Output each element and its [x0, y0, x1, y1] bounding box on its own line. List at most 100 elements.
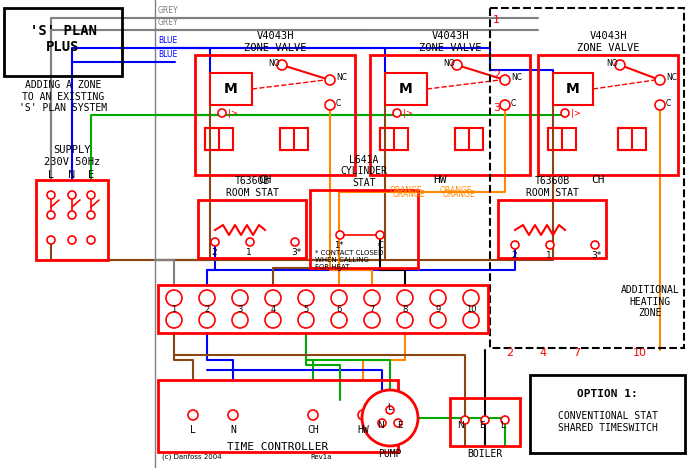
Text: NC: NC	[511, 73, 522, 82]
Text: CH: CH	[591, 175, 604, 185]
Text: 7: 7	[573, 348, 580, 358]
Text: ADDING A ZONE
TO AN EXISTING
'S' PLAN SYSTEM: ADDING A ZONE TO AN EXISTING 'S' PLAN SY…	[19, 80, 107, 113]
Text: 7: 7	[369, 305, 375, 314]
Text: CH: CH	[307, 425, 319, 435]
Text: CH: CH	[258, 175, 272, 185]
Bar	[380, 128, 394, 150]
Text: (c) Danfoss 2004: (c) Danfoss 2004	[162, 453, 221, 460]
Bar	[158, 380, 398, 452]
Circle shape	[615, 60, 625, 70]
Circle shape	[308, 410, 318, 420]
Bar	[370, 55, 530, 175]
Circle shape	[47, 191, 55, 199]
Text: BLUE: BLUE	[158, 50, 177, 59]
Text: M: M	[224, 82, 238, 96]
Text: GREY: GREY	[158, 18, 179, 27]
Circle shape	[232, 290, 248, 306]
Bar	[385, 73, 427, 105]
Text: 2: 2	[511, 251, 517, 260]
Text: M: M	[566, 82, 580, 96]
Text: 4: 4	[270, 305, 275, 314]
Text: 9: 9	[435, 305, 441, 314]
Text: 'S' PLAN
PLUS: 'S' PLAN PLUS	[30, 24, 97, 54]
Text: HW: HW	[357, 425, 369, 435]
Bar	[538, 55, 678, 175]
Text: N: N	[68, 170, 76, 180]
Circle shape	[364, 290, 380, 306]
Circle shape	[336, 231, 344, 239]
Text: NO: NO	[268, 58, 279, 67]
Text: * CONTACT CLOSED
WHEN CALLING
FOR HEAT: * CONTACT CLOSED WHEN CALLING FOR HEAT	[315, 250, 384, 270]
Bar	[455, 128, 469, 150]
Circle shape	[591, 241, 599, 249]
Text: 3: 3	[493, 103, 500, 113]
Text: |>: |>	[571, 109, 581, 117]
Circle shape	[546, 241, 554, 249]
Circle shape	[298, 290, 314, 306]
Circle shape	[463, 290, 479, 306]
Circle shape	[655, 100, 665, 110]
Circle shape	[265, 312, 281, 328]
Text: 1: 1	[246, 248, 252, 257]
Text: 2: 2	[211, 248, 217, 257]
Circle shape	[68, 211, 76, 219]
Circle shape	[358, 410, 368, 420]
Circle shape	[218, 109, 226, 117]
Text: N: N	[377, 422, 384, 431]
Circle shape	[199, 290, 215, 306]
Bar	[553, 73, 593, 105]
Text: 2: 2	[204, 305, 210, 314]
Text: V4043H
ZONE VALVE: V4043H ZONE VALVE	[419, 31, 481, 53]
Bar	[4, 8, 122, 76]
Text: 3*: 3*	[591, 251, 601, 260]
Text: V4043H
ZONE VALVE: V4043H ZONE VALVE	[577, 31, 639, 53]
Text: C: C	[378, 241, 384, 250]
Bar	[210, 73, 252, 105]
Text: ORANGE: ORANGE	[443, 190, 475, 199]
Bar	[455, 128, 483, 150]
Text: ORANGE: ORANGE	[390, 186, 422, 195]
Circle shape	[452, 60, 462, 70]
Circle shape	[298, 312, 314, 328]
Text: L: L	[190, 425, 196, 435]
Circle shape	[481, 416, 489, 424]
Text: C: C	[336, 98, 342, 108]
Circle shape	[325, 75, 335, 85]
Text: 1: 1	[546, 251, 552, 260]
Text: 2: 2	[506, 348, 513, 358]
Text: N: N	[457, 422, 464, 431]
Bar	[530, 375, 685, 453]
Circle shape	[511, 241, 519, 249]
Circle shape	[430, 290, 446, 306]
Bar	[618, 128, 646, 150]
Bar	[205, 128, 233, 150]
Circle shape	[265, 290, 281, 306]
Text: L: L	[48, 170, 54, 180]
Text: PUMP: PUMP	[378, 449, 402, 459]
Circle shape	[87, 211, 95, 219]
Circle shape	[232, 312, 248, 328]
Circle shape	[277, 60, 287, 70]
Text: 1: 1	[171, 305, 177, 314]
Text: ADDITIONAL
HEATING
ZONE: ADDITIONAL HEATING ZONE	[620, 285, 680, 318]
Bar	[498, 200, 606, 258]
Circle shape	[87, 191, 95, 199]
Circle shape	[561, 109, 569, 117]
Bar	[548, 128, 576, 150]
Text: GREY: GREY	[158, 6, 179, 15]
Text: ORANGE: ORANGE	[440, 186, 473, 195]
Text: TIME CONTROLLER: TIME CONTROLLER	[228, 442, 328, 452]
Text: CONVENTIONAL STAT
SHARED TIMESWITCH: CONVENTIONAL STAT SHARED TIMESWITCH	[558, 411, 658, 432]
Text: 10: 10	[633, 348, 647, 358]
Text: Rev1a: Rev1a	[310, 454, 331, 460]
Text: E: E	[479, 422, 485, 431]
Text: 3*: 3*	[291, 248, 302, 257]
Circle shape	[211, 238, 219, 246]
Circle shape	[246, 238, 254, 246]
Text: OPTION 1:: OPTION 1:	[577, 389, 638, 399]
Bar	[548, 128, 562, 150]
Text: 10: 10	[466, 305, 476, 314]
Text: NC: NC	[666, 73, 677, 82]
Text: NO: NO	[443, 58, 455, 67]
Text: 4: 4	[540, 348, 546, 358]
